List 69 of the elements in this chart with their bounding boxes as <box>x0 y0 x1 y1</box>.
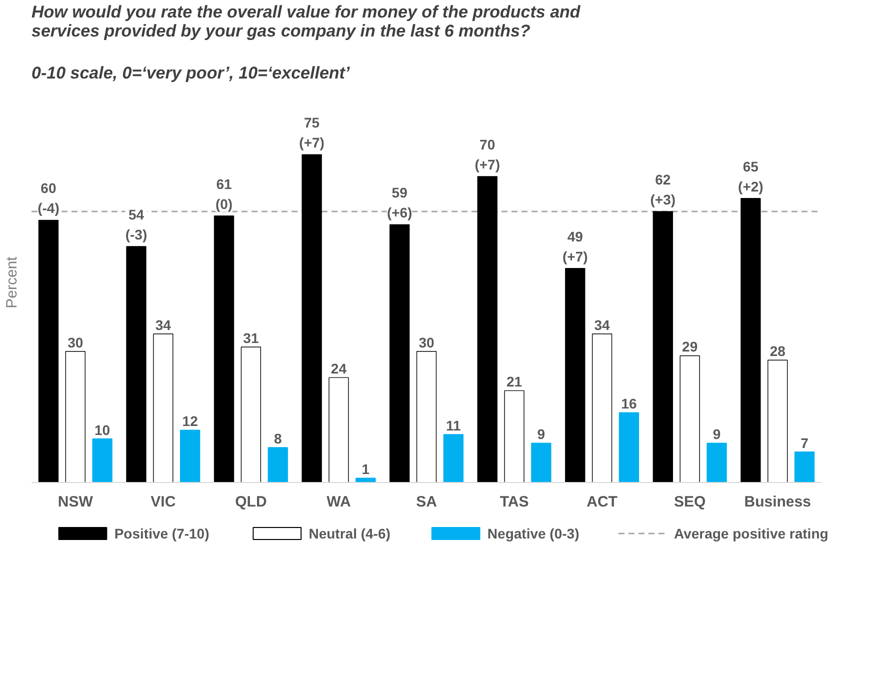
bar <box>65 351 86 482</box>
data-label: 21 <box>506 374 522 390</box>
data-label: 10 <box>94 422 110 438</box>
data-label: 61 (0) <box>215 176 233 212</box>
x-tick-label: NSW <box>58 494 94 510</box>
bar <box>390 224 410 482</box>
data-label: 62 (+3) <box>650 171 676 208</box>
data-label: 54 (-3) <box>125 206 148 242</box>
legend-label: Average positive rating <box>674 526 828 542</box>
data-label: 29 <box>682 338 698 355</box>
bar <box>706 442 727 482</box>
data-label: 30 <box>68 334 84 350</box>
bar <box>504 390 524 482</box>
bar <box>92 438 112 482</box>
x-tick-label: SA <box>416 494 438 510</box>
x-tick-label: Business <box>744 494 811 510</box>
legend-label: Positive (7-10) <box>114 526 210 542</box>
y-axis-title: Percent <box>4 256 20 308</box>
data-label: 59 (+6) <box>386 184 412 221</box>
bar <box>740 198 761 482</box>
x-tick-label: SEQ <box>674 494 706 510</box>
x-tick-label: WA <box>326 494 351 510</box>
bar <box>680 355 700 482</box>
bar <box>302 154 322 482</box>
x-tick-label: TAS <box>500 494 529 510</box>
bar <box>477 176 498 482</box>
bar <box>592 334 612 482</box>
data-label: 9 <box>712 426 721 442</box>
data-label: 28 <box>770 343 786 360</box>
data-label: 9 <box>537 426 546 442</box>
x-tick-label: VIC <box>150 494 176 510</box>
data-label: 24 <box>330 360 347 377</box>
x-tick-label: ACT <box>586 494 618 510</box>
bar <box>38 220 59 482</box>
bar <box>531 442 552 482</box>
data-label: 65 (+2) <box>738 158 764 194</box>
bar <box>652 211 673 482</box>
bar <box>126 246 146 482</box>
bar <box>214 215 234 482</box>
data-label: 11 <box>446 417 462 434</box>
bar <box>416 351 437 482</box>
data-label: 30 <box>418 334 434 350</box>
bar <box>180 430 200 482</box>
x-tick-label: QLD <box>235 494 267 510</box>
bar <box>565 268 586 482</box>
chart-subtitle: 0-10 scale, 0=‘very poor’, 10=‘excellent’ <box>32 64 350 82</box>
bar <box>794 452 815 482</box>
data-label: 60 (-4) <box>38 180 60 216</box>
bar <box>618 412 640 482</box>
bar <box>443 434 464 482</box>
data-label: 34 <box>594 316 610 333</box>
data-label: 12 <box>182 413 198 430</box>
legend-label: Neutral (4-6) <box>308 526 390 542</box>
bar <box>768 360 788 482</box>
data-label: 75 (+7) <box>299 114 324 151</box>
data-label: 31 <box>243 330 259 346</box>
data-label: 7 <box>800 434 809 451</box>
data-label: 16 <box>621 396 637 412</box>
data-label: 70 (+7) <box>474 136 500 172</box>
data-label: 34 <box>155 316 172 333</box>
data-label: 49 (+7) <box>562 228 588 264</box>
bar <box>240 346 262 482</box>
chart-title: How would you rate the overall value for money of the products and services provided by your gas company in the last 6 months? <box>32 2 581 40</box>
bar <box>328 377 349 482</box>
legend-label: Negative (0-3) <box>487 526 580 542</box>
data-label: 8 <box>274 430 282 447</box>
data-label: 1 <box>362 461 370 478</box>
bar <box>268 447 288 482</box>
bar <box>153 334 174 482</box>
